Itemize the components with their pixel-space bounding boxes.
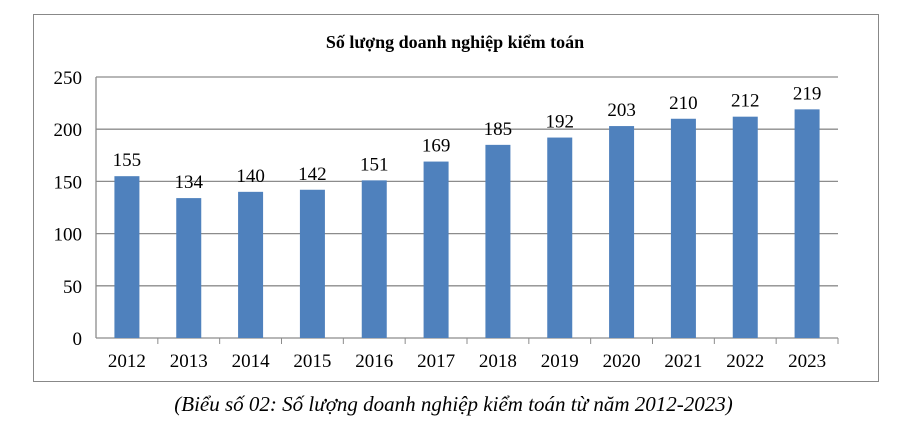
y-tick-label: 250: [54, 68, 83, 89]
data-label: 185: [484, 119, 513, 140]
x-tick-label: 2021: [664, 351, 702, 372]
x-tick-label: 2012: [108, 351, 146, 372]
x-tick-label: 2016: [355, 351, 393, 372]
data-label: 151: [360, 154, 389, 175]
data-label: 210: [669, 93, 698, 114]
x-tick-label: 2013: [170, 351, 208, 372]
data-label: 142: [298, 164, 327, 185]
bar-2014: [238, 191, 264, 338]
data-label: 140: [236, 166, 265, 187]
bar-2019: [547, 137, 573, 338]
x-tick-label: 2022: [726, 351, 764, 372]
x-tick-label: 2018: [479, 351, 517, 372]
x-tick-label: 2015: [293, 351, 331, 372]
x-tick-label: 2019: [541, 351, 579, 372]
x-tick-label: 2020: [603, 351, 641, 372]
bar-chart: Số lượng doanh nghiệp kiểm toán 0 50 100 15…: [54, 32, 839, 372]
data-label: 155: [113, 150, 142, 171]
bar-2015: [299, 189, 325, 338]
y-tick-label: 150: [54, 172, 83, 193]
data-label: 219: [793, 83, 822, 104]
y-tick-label: 200: [54, 120, 83, 141]
figure-caption: (Biểu số 02: Số lượng doanh nghiệp kiểm …: [174, 392, 733, 416]
bar-2023: [794, 109, 820, 338]
bar-2013: [176, 198, 202, 338]
data-label: 134: [175, 172, 204, 193]
chart-title: Số lượng doanh nghiệp kiểm toán: [326, 32, 584, 52]
y-tick-label: 0: [73, 329, 83, 350]
y-tick-label: 100: [54, 225, 83, 246]
x-tick-label: 2023: [788, 351, 826, 372]
data-label: 169: [422, 136, 451, 157]
bar-2020: [609, 126, 635, 339]
bar-2012: [114, 176, 140, 338]
bar-2017: [423, 161, 449, 338]
x-tick-label: 2017: [417, 351, 455, 372]
y-tick-label: 50: [63, 277, 82, 298]
x-tick-label: 2014: [232, 351, 271, 372]
bar-2022: [732, 116, 758, 338]
chart-frame: [33, 14, 879, 382]
bar-2016: [361, 180, 387, 338]
data-label: 212: [731, 91, 760, 112]
data-label: 203: [607, 100, 636, 121]
bar-2018: [485, 144, 511, 338]
data-label: 192: [546, 112, 575, 133]
bar-2021: [670, 118, 696, 338]
